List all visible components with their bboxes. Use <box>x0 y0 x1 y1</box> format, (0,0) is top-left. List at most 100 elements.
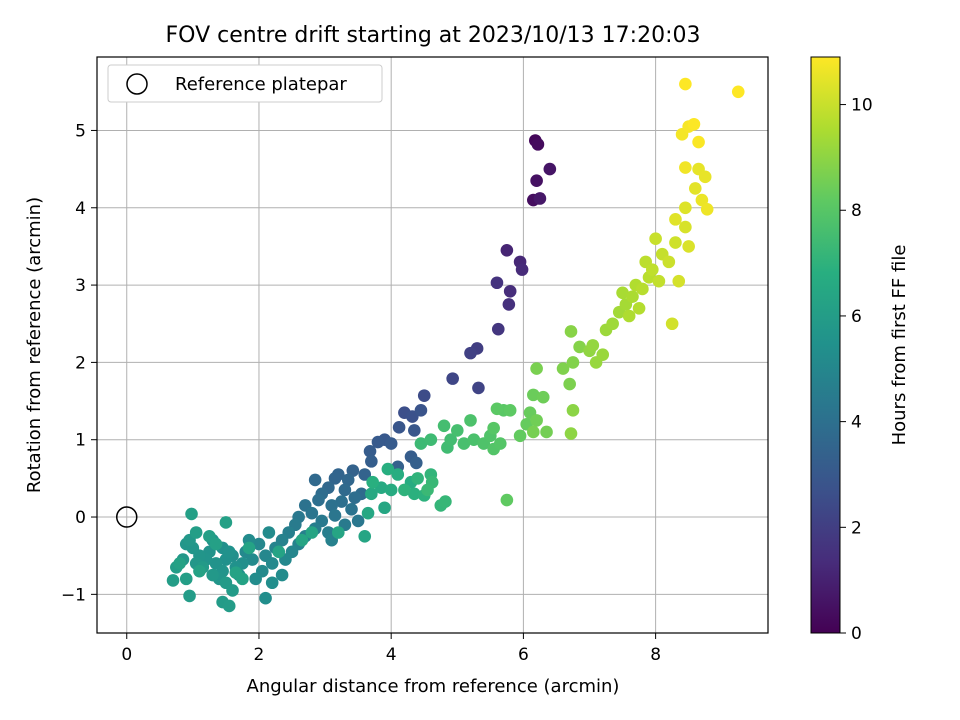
data-point <box>341 473 355 487</box>
data-point <box>669 213 682 226</box>
data-point <box>252 537 266 551</box>
data-point <box>457 437 471 450</box>
data-point <box>381 462 395 476</box>
data-point <box>365 455 378 468</box>
data-point <box>410 456 423 470</box>
data-point <box>411 472 424 485</box>
data-point <box>700 203 714 216</box>
colorbar-tick-label: 0 <box>851 624 862 644</box>
data-point <box>646 263 659 276</box>
data-point <box>515 263 529 276</box>
data-point <box>503 284 517 298</box>
y-tick-label: 0 <box>75 508 86 528</box>
data-point <box>226 584 239 597</box>
data-point <box>695 193 709 207</box>
data-point <box>439 495 452 508</box>
data-point <box>328 472 342 485</box>
data-point <box>312 493 325 507</box>
data-point <box>669 236 682 249</box>
data-point <box>414 437 428 450</box>
data-point <box>249 572 262 586</box>
legend-label: Reference platepar <box>175 74 347 95</box>
data-point <box>596 348 610 361</box>
data-point <box>679 220 692 234</box>
data-point <box>652 274 666 288</box>
data-point <box>358 468 372 481</box>
data-point <box>679 77 692 91</box>
data-point <box>467 433 481 447</box>
colorbar <box>810 56 841 634</box>
data-point <box>464 414 477 427</box>
data-point <box>679 161 692 174</box>
y-tick-label: 3 <box>75 276 86 296</box>
data-point <box>688 182 702 195</box>
data-point <box>687 117 701 131</box>
data-point <box>328 509 342 522</box>
data-point <box>417 389 431 402</box>
data-point <box>679 201 692 215</box>
data-point <box>450 424 464 437</box>
data-point <box>513 429 527 443</box>
data-point <box>564 325 578 338</box>
data-point <box>502 298 516 311</box>
data-point <box>305 506 319 520</box>
data-point <box>408 424 421 437</box>
data-point <box>698 170 712 184</box>
data-point <box>421 483 434 497</box>
data-point <box>246 553 259 566</box>
colorbar-tick-label: 8 <box>851 201 862 221</box>
data-point <box>265 557 279 570</box>
legend-marker-icon <box>126 73 148 95</box>
data-point <box>414 404 428 417</box>
y-tick-label: 5 <box>75 121 86 141</box>
data-point <box>527 388 540 402</box>
data-point <box>563 377 576 391</box>
data-point <box>556 362 570 375</box>
data-point <box>692 135 705 149</box>
data-point <box>398 483 411 497</box>
data-point <box>365 487 378 501</box>
data-point <box>363 445 377 458</box>
data-point <box>622 309 636 323</box>
data-point <box>490 402 504 416</box>
data-point <box>331 526 345 539</box>
data-point <box>193 564 206 578</box>
data-point <box>366 475 379 489</box>
data-point <box>530 174 543 188</box>
chart-title: FOV centre drift starting at 2023/10/13 … <box>166 23 701 48</box>
data-point <box>351 514 365 528</box>
data-point <box>616 286 629 300</box>
data-point <box>325 499 338 512</box>
reference-platepar-marker <box>115 506 138 528</box>
data-point <box>503 404 517 417</box>
data-point <box>543 162 557 176</box>
data-point <box>566 356 580 369</box>
data-point <box>731 85 745 99</box>
x-axis-ticks: 0 2 4 6 8 <box>121 633 661 665</box>
data-point <box>566 404 580 417</box>
data-point <box>408 487 421 501</box>
data-point <box>358 530 372 543</box>
data-point <box>348 491 362 504</box>
y-tick-label: 2 <box>75 353 86 373</box>
data-point <box>636 282 649 296</box>
data-point <box>335 495 348 508</box>
data-point <box>487 421 500 435</box>
data-point <box>500 493 514 507</box>
data-point <box>219 516 233 529</box>
data-point <box>530 362 543 375</box>
data-point <box>206 568 219 582</box>
legend-box <box>107 64 383 103</box>
data-point <box>500 243 514 257</box>
data-point <box>464 346 477 360</box>
x-tick-label: 8 <box>650 645 661 665</box>
data-point <box>259 591 272 605</box>
y-tick-label: 4 <box>75 199 86 219</box>
data-point <box>295 533 309 547</box>
colorbar-tick-label: 4 <box>851 413 862 433</box>
x-tick-label: 0 <box>121 645 132 665</box>
data-point <box>242 541 256 555</box>
data-point <box>179 572 193 586</box>
data-point <box>361 506 375 520</box>
